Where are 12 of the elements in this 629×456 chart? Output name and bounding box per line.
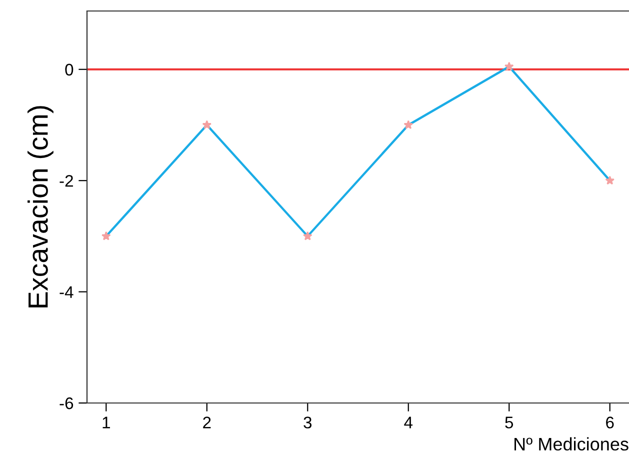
x-tick-label: 5 [505,416,514,428]
y-tick-label: -6 [60,397,74,410]
x-tick-label: 3 [304,416,312,428]
x-tick-label: 2 [203,416,211,428]
x-tick-label: 1 [102,416,110,428]
x-tick-label: 4 [404,416,413,428]
x-tick-label: 6 [606,416,614,428]
y-tick-label: -4 [60,286,74,298]
y-tick-label: 0 [65,64,74,76]
y-axis-title: Excavacion (cm) [28,106,54,308]
y-tick-label: -2 [60,174,73,187]
x-axis-title: Nº Mediciones [514,437,628,451]
